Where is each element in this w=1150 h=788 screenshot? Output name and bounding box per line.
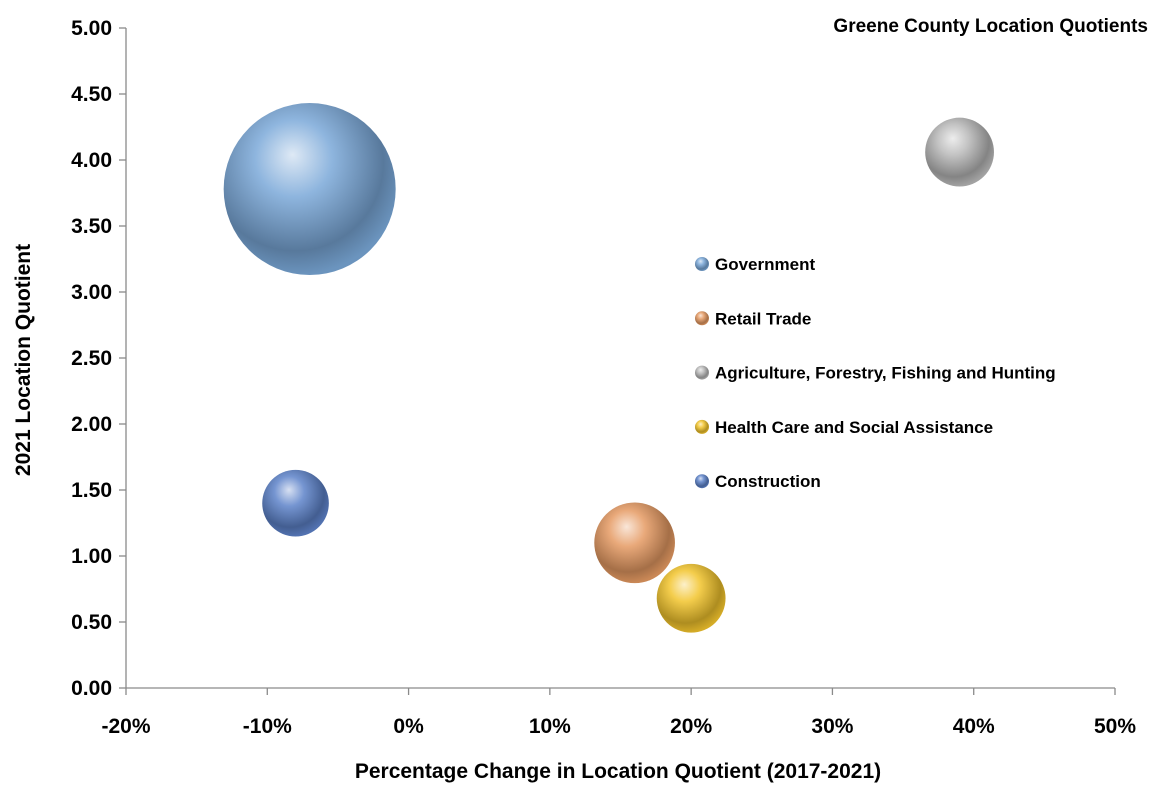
- x-tick-label: -10%: [243, 715, 292, 738]
- y-tick-label: 4.00: [71, 149, 112, 172]
- x-tick-label: 0%: [393, 715, 424, 738]
- legend-marker: [695, 311, 709, 326]
- x-tick-label: 40%: [953, 715, 995, 738]
- legend-label: Retail Trade: [715, 309, 811, 328]
- legend-marker: [695, 257, 709, 271]
- legend-marker: [695, 474, 709, 489]
- x-tick-label: 30%: [811, 715, 853, 738]
- y-tick-label: 3.50: [71, 215, 112, 238]
- y-tick-label: 4.50: [71, 83, 112, 106]
- y-tick-label: 1.00: [71, 545, 112, 568]
- y-tick-label: 1.50: [71, 479, 112, 502]
- y-tick-label: 0.00: [71, 677, 112, 700]
- y-tick-label: 2.50: [71, 347, 112, 370]
- legend-marker: [695, 419, 709, 434]
- y-tick-label: 2.00: [71, 413, 112, 436]
- chart-title: Greene County Location Quotients: [833, 16, 1148, 37]
- y-axis-title: 2021 Location Quotient: [12, 244, 35, 476]
- legend-label: Agriculture, Forestry, Fishing and Hunti…: [715, 364, 1056, 383]
- x-tick-label: -20%: [101, 715, 150, 738]
- legend-marker: [695, 365, 709, 380]
- y-tick-label: 5.00: [71, 17, 112, 40]
- x-tick-label: 10%: [529, 715, 571, 738]
- legend-label: Government: [715, 255, 815, 274]
- y-tick-label: 0.50: [71, 611, 112, 634]
- bubble-retail-trade: [594, 502, 675, 584]
- bubble-construction: [262, 469, 329, 537]
- legend-label: Health Care and Social Assistance: [715, 418, 993, 437]
- x-axis-title: Percentage Change in Location Quotient (…: [355, 760, 881, 783]
- bubble-agriculture-forestry-fishing-and-hunting: [925, 117, 994, 187]
- y-tick-label: 3.00: [71, 281, 112, 304]
- bubble-government: [223, 103, 396, 276]
- bubble-health-care-and-social-assistance: [656, 563, 726, 633]
- legend-label: Construction: [715, 472, 821, 491]
- x-tick-label: 50%: [1094, 715, 1136, 738]
- x-tick-label: 20%: [670, 715, 712, 738]
